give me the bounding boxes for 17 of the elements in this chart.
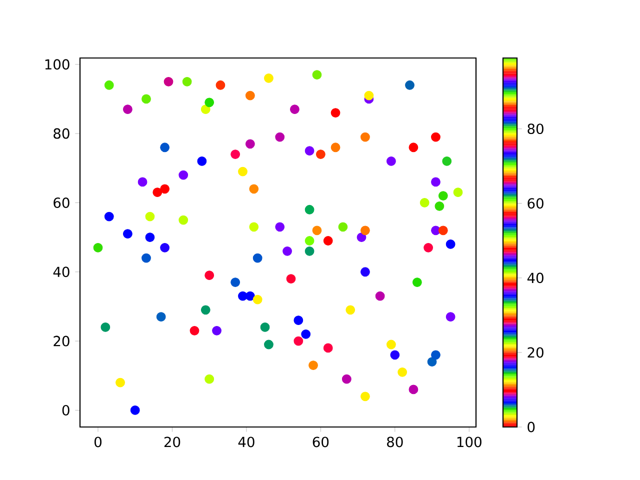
y-tick-label: 0: [62, 404, 70, 416]
y-tick-label: 100: [45, 59, 70, 70]
x-tick-label: 40: [238, 436, 254, 448]
y-tick-label: 60: [54, 197, 70, 208]
color-bar-label: 80: [528, 124, 544, 134]
x-tick-label: 60: [312, 436, 329, 448]
y-tick-label: 80: [54, 128, 70, 139]
x-tick-label: 20: [164, 436, 180, 448]
color-bar-label: 20: [528, 347, 544, 358]
color-bar-label: 60: [528, 198, 544, 209]
y-tick-label: 20: [54, 336, 70, 346]
y-tick-label: 40: [53, 266, 70, 278]
x-tick-label: 0: [94, 436, 102, 448]
x-tick-label: 100: [457, 436, 482, 448]
color-bar-label: 40: [527, 272, 544, 284]
x-tick-label: 80: [387, 436, 403, 448]
color-bar-label: 0: [528, 422, 535, 432]
